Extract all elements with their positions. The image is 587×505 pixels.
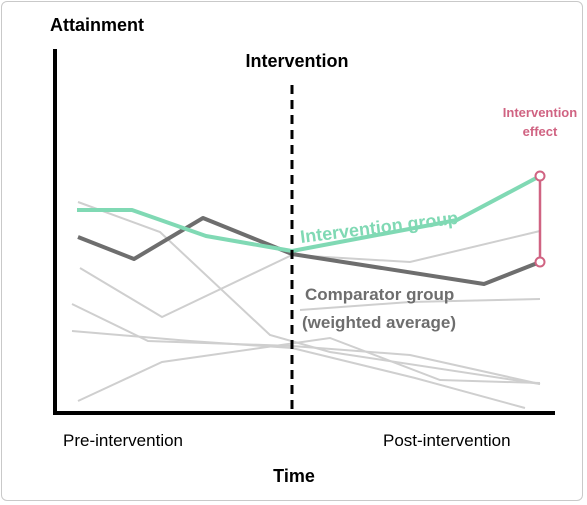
intervention-group-line	[77, 174, 541, 253]
pre-intervention-label: Pre-intervention	[63, 431, 183, 450]
post-intervention-label: Post-intervention	[383, 431, 511, 450]
intervention-label: Intervention	[245, 51, 348, 71]
effect-marker-top	[534, 170, 546, 182]
background-line-6	[299, 298, 541, 311]
comparator-group-line	[77, 216, 541, 286]
effect-label-line1: Intervention	[503, 105, 577, 120]
comparator-group-label: Comparator group	[305, 285, 454, 304]
effect-marker-bottom	[534, 256, 546, 268]
effect-label-line2: effect	[523, 124, 558, 139]
comparator-group-sublabel: (weighted average)	[302, 313, 456, 332]
background-line-1	[77, 201, 541, 385]
intervention-group-label: Intervention group	[299, 208, 459, 247]
background-series	[71, 201, 541, 409]
x-axis-label: Time	[273, 466, 315, 486]
background-line-5	[77, 336, 541, 402]
y-axis-label: Attainment	[50, 15, 144, 35]
